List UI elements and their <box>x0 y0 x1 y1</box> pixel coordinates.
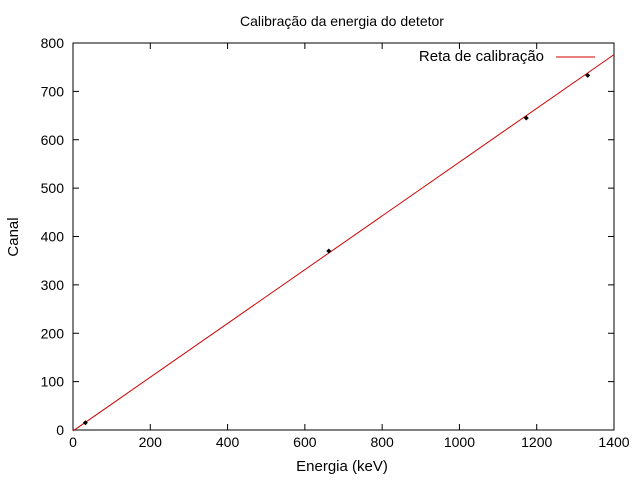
chart-title: Calibração da energia do detetor <box>240 13 444 29</box>
legend-label: Reta de calibração <box>419 48 544 65</box>
calibration-line <box>72 54 615 432</box>
x-tick-label: 200 <box>139 434 163 450</box>
y-axis-title: Canal <box>5 217 22 256</box>
y-tick-label: 600 <box>41 132 65 148</box>
x-tick-label: 1000 <box>444 434 475 450</box>
y-tick-label: 200 <box>41 325 65 341</box>
x-tick-label: 0 <box>69 434 77 450</box>
y-tick-label: 0 <box>56 422 64 438</box>
y-tick-label: 100 <box>41 374 65 390</box>
data-point <box>585 72 591 78</box>
y-tick-label: 800 <box>41 35 65 51</box>
x-tick-label: 1400 <box>598 434 629 450</box>
data-point <box>523 115 529 121</box>
legend: Reta de calibração <box>419 48 595 65</box>
x-tick-label: 400 <box>216 434 240 450</box>
data-point <box>82 420 88 426</box>
x-tick-label: 1200 <box>521 434 552 450</box>
x-tick-label: 600 <box>293 434 317 450</box>
plot-frame <box>72 42 615 431</box>
x-tick-label: 800 <box>370 434 394 450</box>
axis-ticks: 0 200 400 600 800 1000 1200 1400 0 100 200 300 400 50… <box>41 35 630 450</box>
y-tick-label: 700 <box>41 83 65 99</box>
y-tick-label: 300 <box>41 277 65 293</box>
y-tick-label: 400 <box>41 229 65 245</box>
y-tick-label: 500 <box>41 180 65 196</box>
data-layer <box>72 54 615 432</box>
x-axis-title: Energia (keV) <box>296 458 388 475</box>
data-point <box>326 248 332 254</box>
